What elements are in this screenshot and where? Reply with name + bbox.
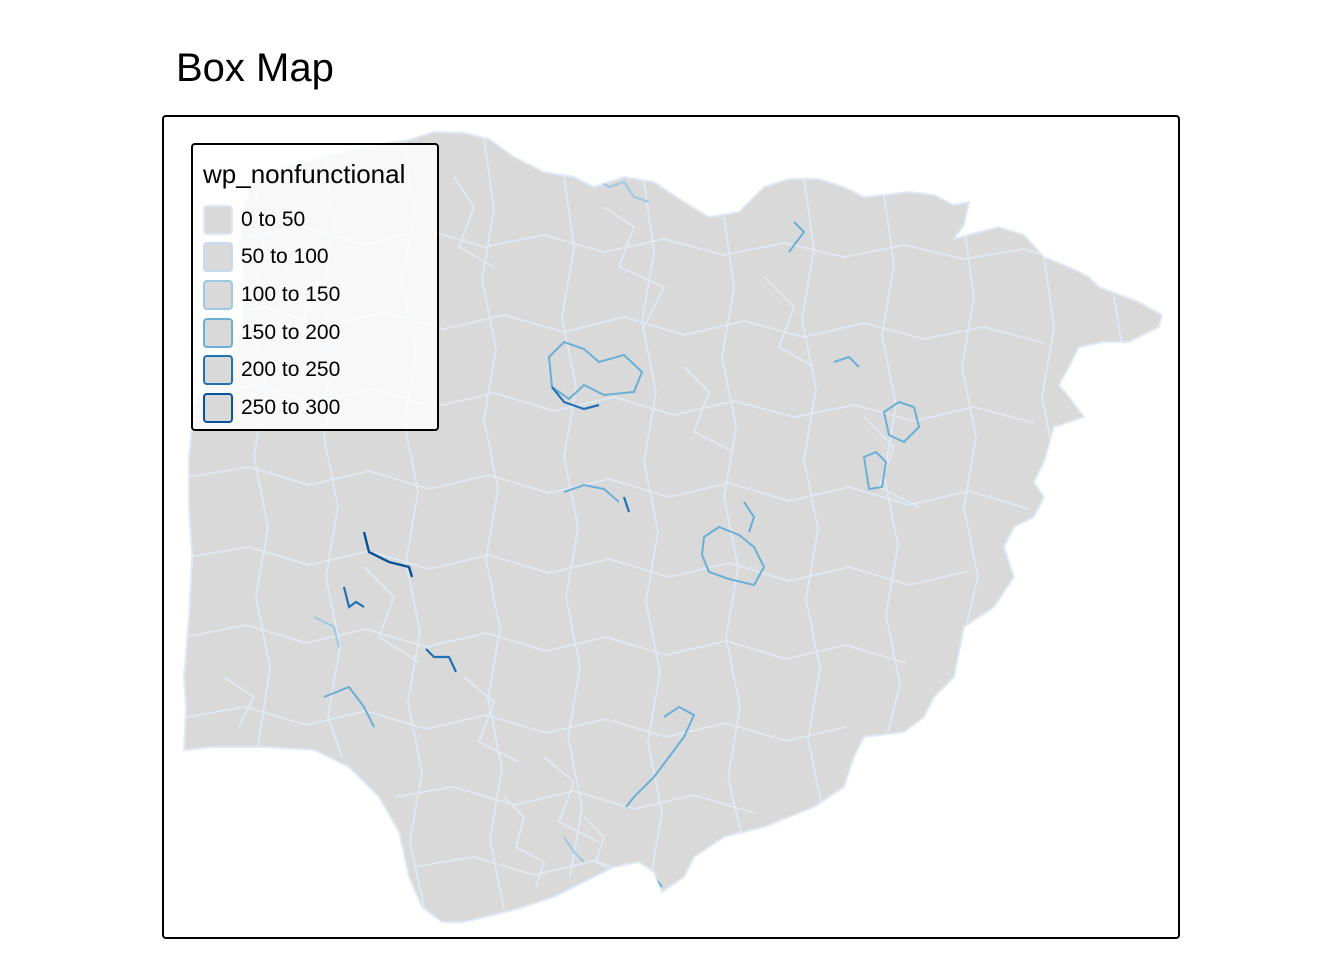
- legend-label: 150 to 200: [241, 320, 341, 344]
- legend-label: 0 to 50: [241, 207, 306, 231]
- legend-swatch: [203, 242, 233, 273]
- legend-item: 150 to 200: [203, 314, 340, 352]
- legend-label: 100 to 150: [241, 282, 341, 306]
- legend-item: 100 to 150: [203, 276, 340, 314]
- legend-item: 0 to 50: [203, 201, 340, 239]
- legend-swatch: [203, 279, 233, 310]
- map-title: Box Map: [176, 46, 334, 90]
- legend-label: 250 to 300: [241, 395, 341, 419]
- legend-title: wp_nonfunctional: [203, 159, 406, 189]
- legend-item: 50 to 100: [203, 239, 340, 277]
- legend-swatch: [203, 204, 233, 235]
- legend: wp_nonfunctional 0 to 50 50 to 100 100 t…: [191, 143, 439, 431]
- legend-label: 200 to 250: [241, 358, 341, 382]
- legend-swatch: [203, 392, 233, 423]
- legend-item: 250 to 300: [203, 389, 340, 427]
- legend-swatch: [203, 317, 233, 348]
- legend-item: 200 to 250: [203, 351, 340, 389]
- legend-label: 50 to 100: [241, 245, 329, 269]
- class-boundaries: [313, 176, 921, 888]
- legend-items: 0 to 50 50 to 100 100 to 150 150 to 200 …: [203, 201, 340, 427]
- legend-swatch: [203, 355, 233, 386]
